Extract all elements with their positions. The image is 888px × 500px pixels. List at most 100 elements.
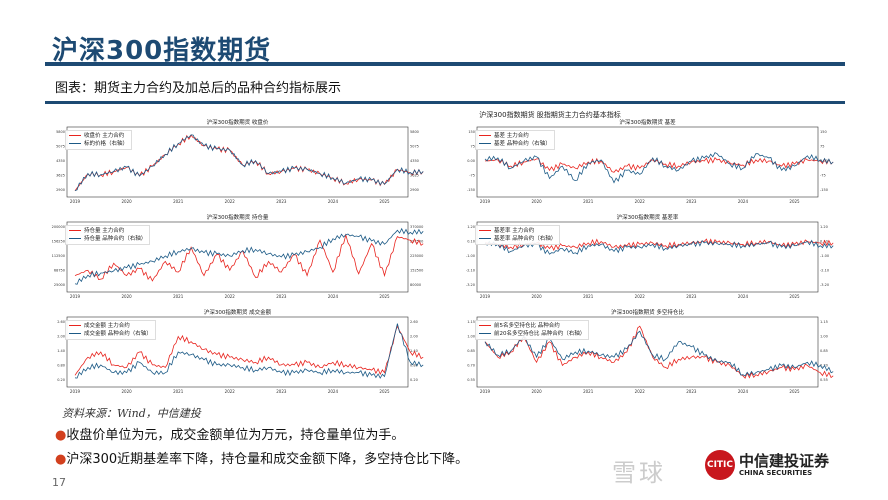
x-tick-label: 2022 [225,389,236,394]
subplot-title: 沪深300指数期货 基差率 [616,215,679,221]
company-logo: CITIC 中信建投证券 CHINA SECURITIES [705,450,829,480]
series-line [484,325,834,379]
legend-swatch [69,237,81,240]
y-tick-label: 68750 [54,269,65,273]
x-tick-label: 2024 [328,199,339,204]
x-tick-label: 2025 [379,294,390,299]
legend-label: 基差 主力合约 [494,133,529,139]
subplot-title: 沪深300指数期货 成交金额 [203,310,272,316]
x-tick-label: 2025 [789,294,800,299]
y-tick-label: -75 [469,174,475,178]
legend-item: 基差率 主力合约 [479,227,556,235]
legend: 基差率 主力合约 基差率 品种合约（右轴） [475,225,561,245]
y-tick-label: 0.70 [820,364,828,368]
panel-title: 沪深300指数期货 股指期货主力合约基本指标 [479,111,621,119]
y-tick-label: 152500 [410,269,423,273]
y-tick-label: 2900 [56,188,65,192]
y-tick-label: 2.60 [57,320,65,324]
x-tick-label: 2023 [276,389,287,394]
x-tick-label: 2023 [686,199,697,204]
y-tick-label: 0.85 [467,349,475,353]
legend-label: 基差 品种合约（右轴） [494,141,551,147]
logo-seal-icon: CITIC [705,450,735,480]
legend: 成交金额 主力合约 成交金额 品种合约（右轴） [65,320,156,340]
y-tick-label: -75 [820,174,826,178]
y-tick-label: 0.80 [410,364,418,368]
x-tick-label: 2024 [328,389,339,394]
logo-cn: 中信建投证券 [739,452,830,470]
y-tick-label: 3625 [56,174,65,178]
x-tick-label: 2019 [480,294,491,299]
subplot-title: 沪深300指数期货 收盘价 [206,120,269,126]
y-tick-label: 297500 [410,240,423,244]
source-note: 资料来源：Wind，中信建投 [62,407,201,420]
subplot: 沪深300指数期货 持仓量 2019 2020 2021 2022 2023 2024 202… [45,213,430,301]
y-tick-label: 5075 [56,145,65,149]
legend-label: 收盘价 主力合约 [84,133,125,139]
x-tick-label: 2024 [738,199,749,204]
bullet-dot-icon: ● [55,428,67,443]
y-tick-label: 1.20 [467,225,475,229]
x-tick-label: 2020 [121,389,132,394]
series-line [484,330,834,377]
watermark: 雪球 [612,459,666,487]
legend-label: 基差率 品种合约（右轴） [494,236,557,242]
y-tick-label: 1.00 [467,335,475,339]
bullet-dot-icon: ● [55,452,67,467]
legend-swatch [479,134,491,137]
legend-item: 标的价格（右轴） [69,140,128,148]
y-tick-label: 0.55 [820,378,828,382]
y-tick-label: 0.20 [410,378,418,382]
y-tick-label: 75 [471,145,475,149]
figure-caption: 图表：期货主力合约及加总后的品种合约指标展示 [55,81,342,96]
y-tick-label: -1.00 [820,254,829,258]
series-line [74,134,424,191]
plot-frame [476,316,819,388]
y-tick-label: 1.00 [820,335,828,339]
legend-item: 基差率 品种合约（右轴） [479,235,556,243]
x-tick-label: 2021 [173,199,184,204]
subplot: 沪深300指数期货 成交金额 2019 2020 2021 2022 2023 2024 20… [45,308,430,396]
y-tick-label: 1.15 [467,320,475,324]
x-tick-label: 2021 [583,389,594,394]
y-tick-label: 4350 [410,159,419,163]
subplot-title: 沪深300指数期货 持仓量 [206,215,269,221]
x-tick-label: 2019 [480,389,491,394]
x-tick-label: 2023 [686,389,697,394]
bullet-text: 沪深300近期基差率下降，持仓量和成交金额下降，多空持仓比下降。 [66,452,469,467]
y-tick-label: 370000 [410,225,423,229]
series-line [74,323,424,379]
bullet-text: 收盘价单位为元，成交金额单位为万元，持仓量单位为手。 [66,428,405,443]
legend-swatch [479,237,491,240]
legend-swatch [69,324,81,327]
x-tick-label: 2020 [531,199,542,204]
legend-swatch [479,142,491,145]
y-tick-label: 3625 [410,174,419,178]
y-tick-label: 4350 [56,159,65,163]
y-tick-label: 5075 [410,145,419,149]
plot-frame [66,316,409,388]
legend-swatch [479,332,491,335]
y-tick-label: 80000 [410,283,421,287]
x-tick-label: 2024 [738,294,749,299]
x-tick-label: 2022 [225,294,236,299]
x-tick-label: 2025 [789,199,800,204]
y-tick-label: -3.20 [466,283,475,287]
y-tick-label: 0.80 [57,364,65,368]
y-tick-label: 5800 [410,130,419,134]
y-tick-label: -150 [467,188,475,192]
legend-swatch [479,229,491,232]
x-tick-label: 2025 [789,389,800,394]
y-tick-label: 1.20 [820,225,828,229]
legend-label: 前5名多空持仓比 品种合约 [494,323,560,329]
y-tick-label: 2.00 [57,335,65,339]
y-tick-label: -3.20 [820,283,829,287]
y-tick-label: -1.00 [466,254,475,258]
x-tick-label: 2021 [173,389,184,394]
x-tick-label: 2025 [379,389,390,394]
y-tick-label: 0.00 [467,159,475,163]
legend-item: 持仓量 品种合约（右轴） [69,235,146,243]
y-tick-label: 0.70 [467,364,475,368]
legend-item: 前5名多空持仓比 品种合约 [479,322,585,330]
legend-item: 基差 主力合约 [479,132,551,140]
